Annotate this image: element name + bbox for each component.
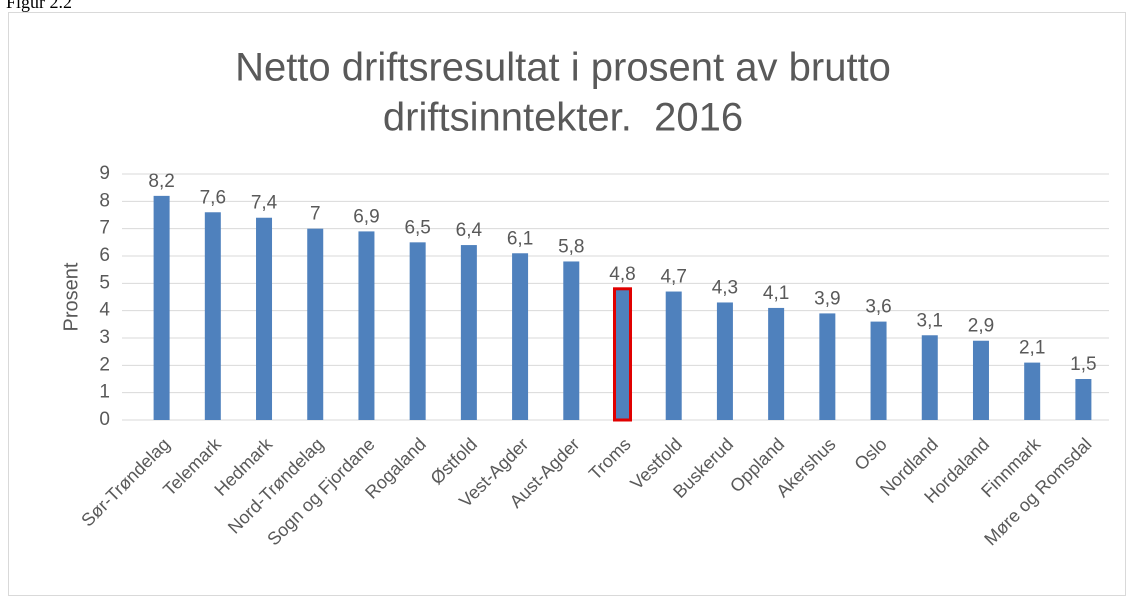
chart-title: Netto driftsresultat i prosent av brutto [235,46,891,90]
bar [307,228,324,420]
y-tick-label: 6 [99,245,110,266]
bar [358,231,375,420]
data-label: 7,6 [200,187,226,208]
data-label: 6,5 [404,217,430,238]
x-tick-label: Sør-Trøndelag [77,434,173,530]
y-tick-label: 3 [99,327,110,348]
y-axis-title: Prosent [60,262,82,331]
chart-frame [8,12,1126,596]
x-tick-label: Oslo [850,434,890,474]
bar [716,302,733,420]
data-label: 1,5 [1070,354,1096,375]
bar [153,195,170,420]
data-label: 2,1 [1019,338,1045,359]
bar [460,245,477,420]
bar [1024,362,1041,420]
data-label: 6,4 [456,220,483,241]
data-label: 6,9 [353,206,379,227]
bar [409,242,426,420]
data-label: 2,9 [968,316,994,337]
data-label: 8,2 [148,171,174,192]
y-tick-label: 8 [99,190,110,211]
data-label: 4,8 [609,264,635,285]
data-label: 4,1 [763,283,789,304]
bar [921,335,938,420]
bar [1075,379,1092,420]
chart-title: driftsinntekter. 2016 [383,96,743,140]
data-label: 3,6 [865,297,891,318]
bar [256,217,273,420]
bar [665,291,682,420]
data-label: 3,9 [814,288,840,309]
y-tick-label: 9 [99,163,110,184]
caption: Figur 2.2 [6,0,72,12]
x-tick-label: Troms [585,434,635,484]
data-label: 7 [310,204,321,225]
bar [613,287,632,422]
data-label: 7,4 [251,193,278,214]
bar [768,307,785,420]
bar [972,340,989,420]
y-tick-label: 0 [99,409,110,430]
y-tick-label: 7 [99,218,110,239]
data-label: 4,3 [712,277,738,298]
bar [204,212,221,420]
bar [819,313,836,420]
data-label: 5,8 [558,236,584,257]
data-label: 3,1 [917,310,943,331]
data-label: 4,7 [660,267,686,288]
y-tick-label: 1 [99,382,110,403]
y-tick-label: 5 [99,272,110,293]
bar [563,261,580,420]
data-label: 6,1 [507,228,533,249]
bar [512,253,529,420]
bar [870,321,887,420]
y-tick-label: 4 [99,300,110,321]
y-tick-label: 2 [99,354,110,375]
